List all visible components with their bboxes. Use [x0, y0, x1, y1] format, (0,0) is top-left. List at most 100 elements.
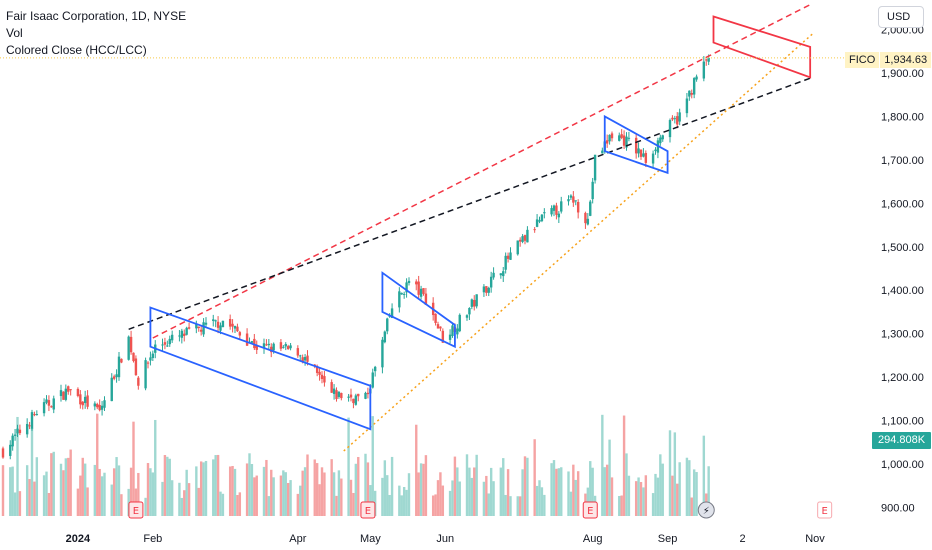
currency-button[interactable]: USD	[878, 6, 924, 28]
candle-body	[589, 201, 592, 216]
x-tick-label: May	[360, 533, 381, 545]
volume-bar	[13, 492, 17, 516]
volume-bar	[567, 471, 570, 516]
volume-bar	[120, 494, 123, 516]
candle-body	[129, 336, 133, 353]
legend-indicator[interactable]: Colored Close (HCC/LCC)	[6, 43, 147, 57]
y-tick-label: 1,000.00	[881, 459, 924, 471]
legend-volume[interactable]: Vol	[6, 26, 23, 40]
candle-body	[349, 394, 353, 398]
earnings-marker[interactable]: E	[360, 501, 376, 519]
volume-bar	[197, 487, 200, 516]
candle-body	[688, 90, 691, 97]
volume-bar	[398, 485, 401, 516]
volume-bar	[386, 475, 389, 516]
candle-body	[270, 346, 273, 353]
volume-bar	[383, 460, 387, 516]
axes: 900.00 1,000.00 1,100.00 1,200.00 1,300.00 1,…	[66, 25, 924, 546]
price-badge-value: 1,934.63	[879, 52, 932, 68]
y-tick-label: 1,600.00	[881, 198, 924, 210]
volume-bar	[533, 439, 536, 516]
volume-bar	[231, 465, 234, 516]
candle-body	[352, 398, 355, 404]
volume-bar	[127, 488, 130, 516]
volume-bar	[18, 491, 22, 516]
volume-bar	[673, 432, 677, 516]
volume-bar	[475, 454, 478, 516]
legend-title[interactable]: Fair Isaac Corporation, 1D, NYSE	[6, 9, 187, 23]
volume-bar	[47, 493, 51, 516]
volume-bar	[50, 453, 53, 516]
event-markers[interactable]: E E E ⚡ E	[128, 501, 833, 519]
candle-body	[627, 137, 631, 139]
channel-2-rectangle	[381, 271, 456, 349]
volume-bar	[115, 457, 118, 516]
candle-body	[267, 343, 271, 346]
volume-bar	[366, 462, 370, 516]
earnings-marker[interactable]: E	[128, 501, 144, 519]
volume-bar	[11, 466, 14, 516]
volume-bar	[642, 487, 645, 516]
volume-bar	[521, 469, 524, 516]
candle-body	[42, 402, 46, 414]
candle-body	[28, 425, 31, 427]
volume-bar	[422, 463, 425, 516]
volume-bar	[33, 481, 36, 516]
volume-bar	[180, 497, 184, 516]
volume-bar	[468, 467, 471, 516]
candle-body	[523, 235, 527, 241]
volume-bar	[323, 472, 326, 516]
candle-body	[610, 133, 614, 139]
candle-body	[400, 293, 403, 295]
volume-bar	[35, 457, 39, 516]
candle-body	[468, 307, 471, 315]
marker-badge	[817, 501, 833, 519]
candle-body	[144, 360, 147, 389]
candle-body	[591, 181, 594, 200]
candle-body	[236, 326, 239, 332]
volume-bar	[518, 496, 522, 516]
earnings-future-marker[interactable]: E	[817, 501, 833, 519]
candle-body	[533, 229, 536, 231]
candle-body	[705, 59, 708, 61]
volume-bar	[299, 485, 302, 516]
candle-body	[676, 116, 679, 125]
volume-bar	[289, 480, 292, 516]
volume-bar	[439, 472, 442, 516]
candle-body	[659, 137, 662, 144]
candle-body	[458, 314, 461, 332]
volume-bar	[25, 465, 29, 516]
candle-body	[50, 406, 53, 408]
split-dividend-marker[interactable]: ⚡	[697, 501, 715, 519]
candle-body	[550, 208, 553, 215]
volume-bar	[187, 483, 191, 516]
candle-body	[253, 338, 256, 349]
candle-body	[47, 400, 51, 406]
volume-bar	[473, 467, 476, 516]
volume-bar	[485, 475, 488, 516]
volume-bar	[489, 467, 493, 516]
volume-bar	[644, 475, 648, 516]
candle-body	[245, 333, 249, 346]
earnings-marker[interactable]: E	[582, 501, 598, 519]
volume-bar	[569, 491, 573, 516]
candle-body	[330, 382, 333, 393]
candle-body	[219, 325, 222, 331]
drawings[interactable]	[0, 2, 870, 452]
volume-bar	[30, 428, 34, 516]
volume-bar	[262, 466, 266, 516]
volume-bar	[482, 481, 486, 516]
candle-body	[398, 291, 401, 308]
volume-bar	[349, 479, 353, 516]
candle-body	[366, 392, 370, 395]
candle-body	[557, 213, 561, 218]
volume-bar	[42, 475, 46, 516]
volume-bar	[9, 467, 12, 516]
volume-bar	[622, 415, 626, 516]
volume-bar	[572, 464, 575, 516]
volume-bar	[81, 457, 84, 516]
candle-body	[120, 358, 123, 363]
candle-body	[279, 342, 283, 349]
